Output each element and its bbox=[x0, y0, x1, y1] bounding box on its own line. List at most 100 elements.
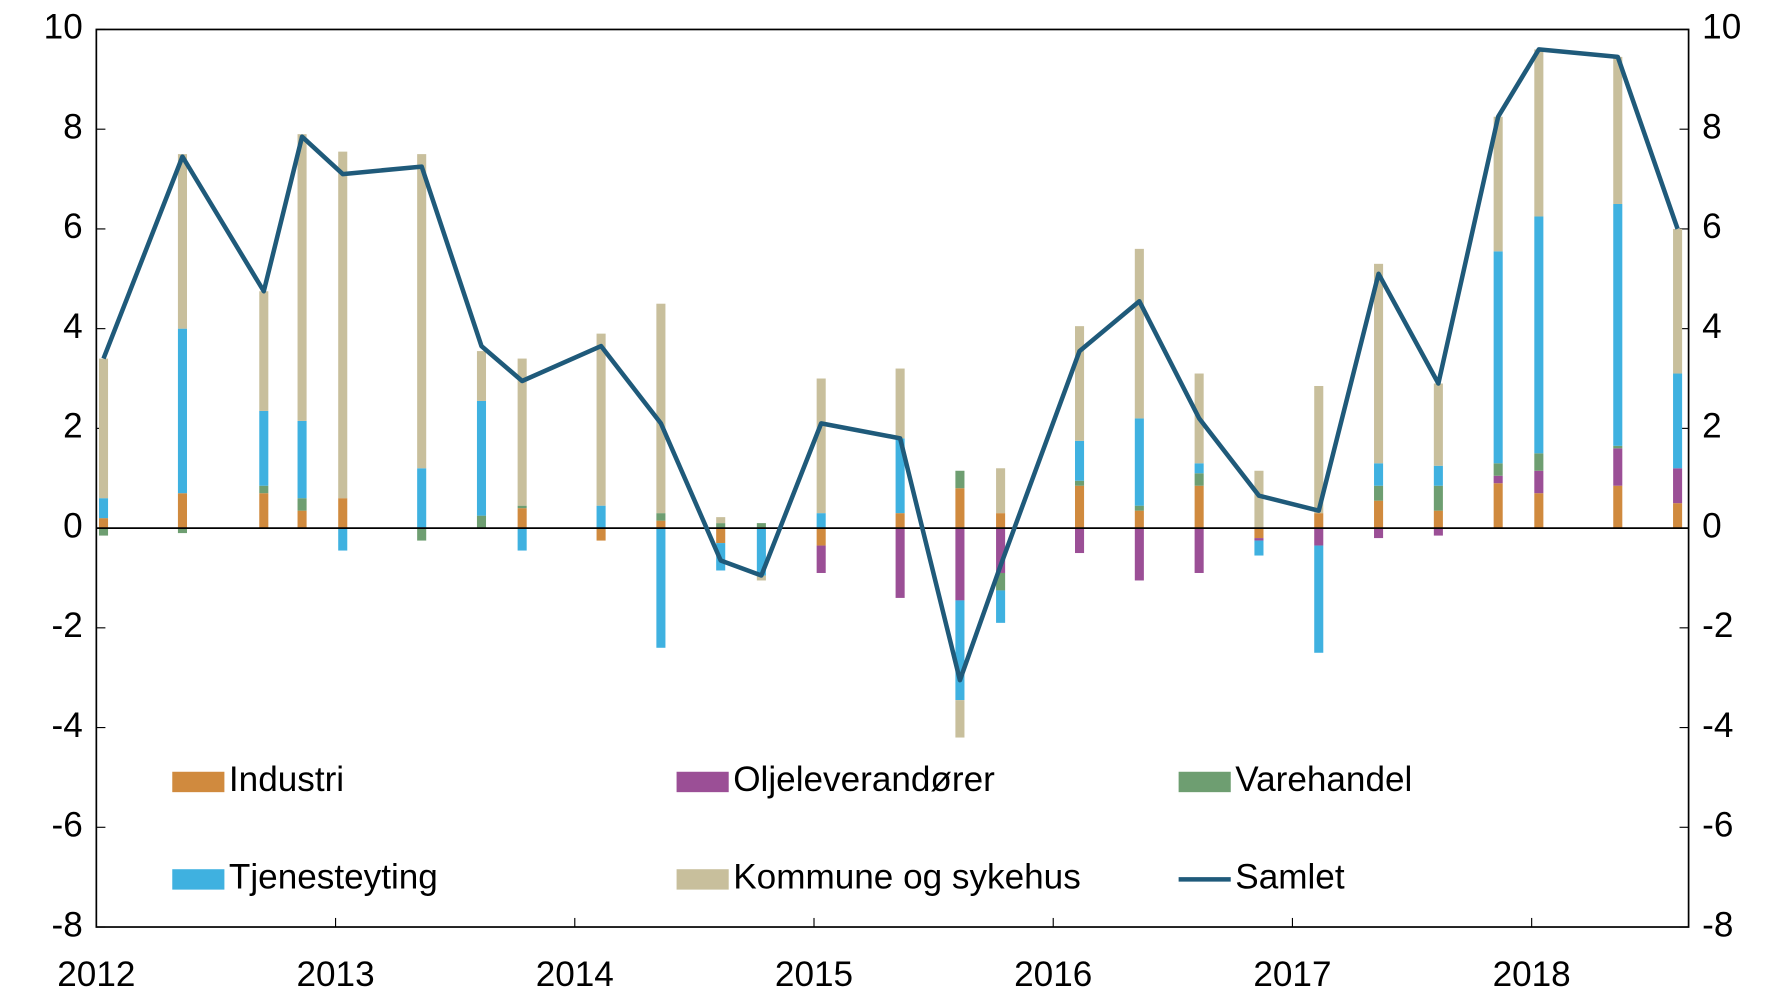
y2-tick-label: 0 bbox=[1702, 506, 1722, 545]
bar bbox=[297, 510, 307, 529]
bar bbox=[955, 600, 965, 701]
y-tick-label: 0 bbox=[63, 506, 83, 545]
bar bbox=[716, 528, 726, 544]
bar bbox=[1314, 528, 1324, 546]
x-tick-label: 2018 bbox=[1493, 955, 1571, 994]
bar bbox=[417, 528, 427, 541]
bar bbox=[1075, 480, 1085, 486]
bar bbox=[1314, 545, 1324, 653]
bar bbox=[955, 470, 965, 489]
x-tick-label: 2017 bbox=[1253, 955, 1331, 994]
bar bbox=[259, 493, 269, 529]
bar bbox=[1254, 538, 1264, 541]
bar bbox=[1374, 528, 1384, 539]
bar bbox=[596, 333, 606, 506]
x-tick-label: 2014 bbox=[536, 955, 614, 994]
bar bbox=[476, 351, 487, 401]
bar bbox=[338, 528, 348, 551]
bar bbox=[996, 513, 1006, 529]
bar bbox=[177, 328, 187, 494]
y2-tick-label: -6 bbox=[1702, 806, 1733, 845]
x-tick-label: 2013 bbox=[296, 955, 374, 994]
y2-tick-label: 2 bbox=[1702, 407, 1722, 446]
bar bbox=[476, 400, 487, 516]
bar bbox=[895, 513, 905, 529]
bar bbox=[1493, 116, 1503, 252]
bar bbox=[1134, 418, 1144, 506]
legend-swatch bbox=[676, 869, 729, 890]
legend-label: Varehandel bbox=[1235, 760, 1412, 799]
bar bbox=[1613, 203, 1623, 446]
legend-swatch bbox=[172, 771, 225, 793]
bar bbox=[996, 528, 1006, 573]
bar bbox=[1194, 485, 1204, 529]
y-tick-label: -4 bbox=[52, 706, 83, 745]
bar bbox=[1374, 500, 1384, 529]
bar bbox=[816, 378, 826, 514]
y2-tick-label: -4 bbox=[1702, 706, 1733, 745]
y2-tick-label: 8 bbox=[1702, 107, 1722, 146]
y-tick-label: 4 bbox=[63, 307, 83, 346]
y-tick-label: -2 bbox=[52, 606, 83, 645]
y2-tick-label: -8 bbox=[1702, 905, 1733, 944]
bar bbox=[1075, 440, 1085, 481]
bar bbox=[1134, 528, 1144, 581]
bar bbox=[1254, 470, 1264, 529]
y-tick-label: 2 bbox=[63, 407, 83, 446]
bar bbox=[1194, 473, 1204, 486]
bar bbox=[297, 498, 307, 511]
bar bbox=[756, 575, 766, 581]
x-tick-label: 2016 bbox=[1014, 955, 1092, 994]
legend-label: Industri bbox=[229, 760, 344, 799]
bar bbox=[1613, 485, 1623, 529]
bar bbox=[1613, 56, 1623, 204]
line-series bbox=[101, 47, 1680, 683]
bar bbox=[996, 590, 1006, 623]
bar bbox=[596, 528, 606, 541]
bar bbox=[338, 151, 348, 499]
bar bbox=[895, 528, 905, 598]
bar bbox=[816, 528, 826, 546]
bar bbox=[1534, 470, 1544, 494]
bar bbox=[656, 303, 666, 514]
bar bbox=[259, 485, 269, 494]
bar bbox=[1254, 540, 1264, 556]
bar bbox=[756, 528, 766, 576]
bar bbox=[338, 498, 348, 529]
bar bbox=[517, 528, 527, 551]
bar bbox=[1433, 383, 1443, 466]
bar bbox=[1194, 528, 1204, 573]
bar bbox=[259, 291, 269, 411]
y-tick-label: 10 bbox=[44, 8, 83, 47]
bar bbox=[417, 154, 427, 469]
bar bbox=[955, 528, 965, 601]
bar bbox=[517, 358, 527, 506]
bar bbox=[656, 528, 666, 648]
y2-tick-label: 6 bbox=[1702, 207, 1722, 246]
bar bbox=[1493, 483, 1503, 529]
legend-swatch bbox=[1178, 771, 1231, 793]
legend-label: Kommune og sykehus bbox=[733, 858, 1081, 897]
bar bbox=[98, 498, 109, 519]
bar bbox=[955, 488, 965, 529]
bar bbox=[1314, 385, 1324, 514]
bar bbox=[1433, 528, 1443, 536]
legend-swatch bbox=[172, 869, 225, 890]
bar bbox=[1613, 448, 1623, 486]
bar bbox=[1534, 453, 1544, 471]
x-tick-label: 2012 bbox=[57, 955, 135, 994]
bar bbox=[1673, 373, 1683, 469]
x-tick-label: 2015 bbox=[775, 955, 853, 994]
bar bbox=[1194, 463, 1204, 474]
bar bbox=[1613, 445, 1623, 449]
bar bbox=[996, 468, 1006, 514]
bar bbox=[1075, 528, 1085, 554]
bar bbox=[596, 505, 606, 529]
bar bbox=[895, 368, 905, 439]
bar bbox=[1314, 513, 1324, 529]
bar bbox=[1493, 251, 1503, 464]
bar bbox=[1075, 485, 1085, 529]
bar bbox=[656, 520, 666, 529]
bar bbox=[476, 515, 487, 529]
